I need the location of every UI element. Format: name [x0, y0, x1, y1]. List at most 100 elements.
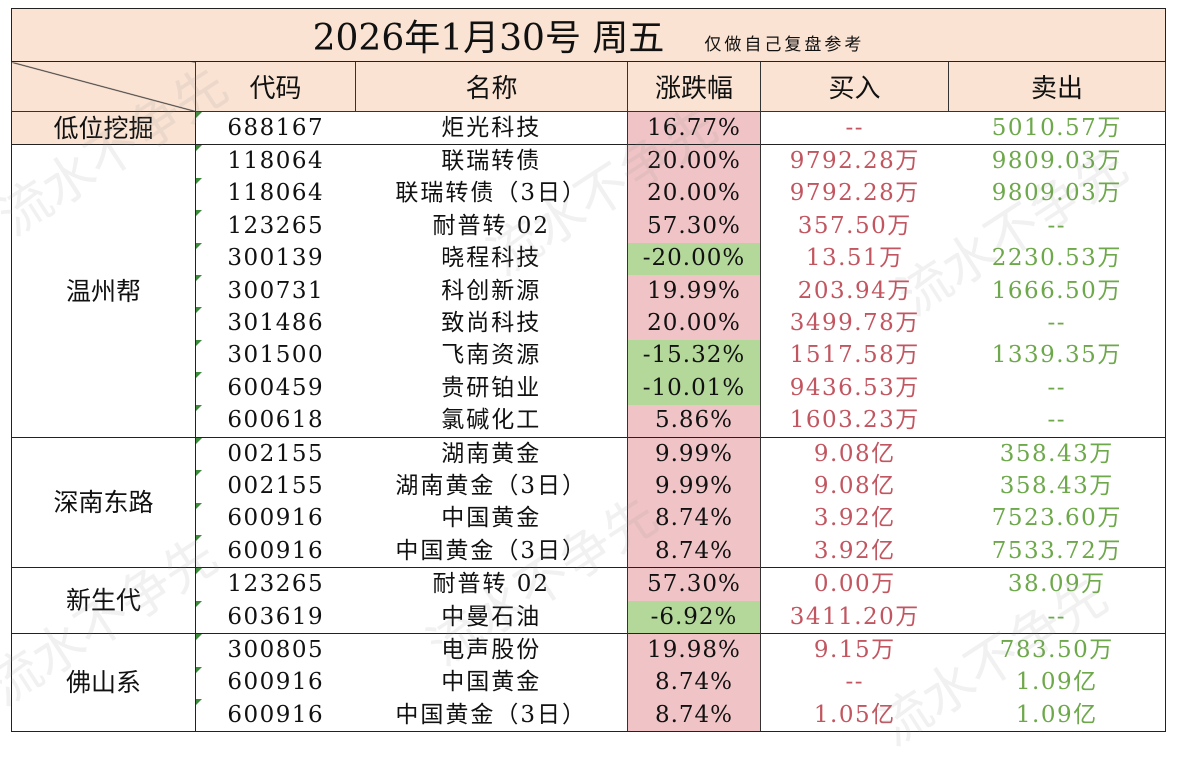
- table-row: 123265 耐普转 02 57.30% 357.50万 --: [12, 210, 1167, 243]
- stock-name: 中国黄金（3日）: [395, 537, 588, 564]
- change-percent: -20.00%: [627, 242, 761, 275]
- sell-amount: 1666.50万: [948, 274, 1167, 308]
- table-row: 温州帮 118064 联瑞转债 20.00% 9792.28万 9809.03万: [11, 144, 1167, 438]
- change-percent: 5.86%: [627, 404, 761, 438]
- sell-amount: 1339.35万: [948, 339, 1167, 373]
- change-percent: -6.92%: [627, 600, 761, 634]
- buy-amount: 9792.28万: [760, 144, 949, 178]
- stock-name: 飞南资源: [441, 342, 542, 369]
- stock-code: 118064: [195, 144, 356, 178]
- stock-code: 118064: [195, 177, 356, 211]
- buy-amount: 9792.28万: [789, 180, 920, 207]
- change-percent: 8.74%: [627, 502, 761, 536]
- buy-amount: --: [760, 110, 949, 145]
- buy-amount: --: [845, 669, 865, 696]
- stock-code: 600916: [195, 502, 356, 536]
- sell-amount: 358.43万: [948, 470, 1167, 503]
- sell-amount: 1.09亿: [948, 699, 1167, 733]
- change-percent: 20.00%: [627, 144, 761, 178]
- buy-amount: 203.94万: [797, 277, 912, 304]
- change-percent: 20.00%: [627, 177, 761, 211]
- stock-code: 300731: [195, 274, 356, 308]
- change-percent: 8.74%: [627, 666, 761, 700]
- stock-code: 301486: [195, 307, 356, 340]
- buy-amount: 13.51万: [805, 245, 904, 272]
- stock-name: 氯碱化工: [441, 407, 542, 434]
- change-percent: 57.30%: [627, 567, 761, 601]
- stock-name: 耐普转 02: [355, 567, 628, 601]
- table-row: 600916 中国黄金 8.74% 3.92亿 7523.60万: [12, 502, 1167, 536]
- stock-name: 联瑞转债: [355, 144, 628, 178]
- table-row: 301486 致尚科技 20.00% 3499.78万 --: [12, 307, 1167, 340]
- table-row: 600459 贵研铂业 -10.01% 9436.53万 --: [12, 372, 1167, 405]
- sell-amount: 38.09万: [948, 567, 1167, 601]
- table-row: 603619 中曼石油 -6.92% 3411.20万 --: [12, 600, 1167, 634]
- group-name: 深南东路: [11, 436, 196, 569]
- group-name: 温州帮: [11, 144, 196, 438]
- table-row: 佛山系 300805 电声股份 19.98% 9.15万 783.50万: [11, 633, 1167, 733]
- sell-amount: 1.09亿: [948, 666, 1167, 700]
- title-row: 2026年1月30号 周五 仅做自己复盘参考: [10, 8, 1167, 62]
- buy-amount: 9.08亿: [760, 436, 949, 471]
- stock-code: 688167: [195, 110, 356, 145]
- stock-code: 600459: [195, 372, 356, 405]
- stock-name: 电声股份: [355, 633, 628, 667]
- header-change: 涨跌幅: [627, 61, 761, 112]
- table-row: 600618 氯碱化工 5.86% 1603.23万 --: [12, 404, 1167, 438]
- sell-amount: 9809.03万: [948, 144, 1167, 178]
- buy-amount: 1.05亿: [760, 699, 949, 733]
- stock-name: 晓程科技: [441, 245, 542, 272]
- stock-name: 湖南黄金: [355, 436, 628, 471]
- stock-code: 603619: [195, 600, 356, 634]
- table-row: 深南东路 002155 湖南黄金 9.99% 9.08亿 358.43万: [11, 436, 1167, 569]
- stock-name: 中国黄金（3日）: [355, 699, 628, 733]
- stock-name: 炬光科技: [355, 110, 628, 145]
- buy-amount: 0.00万: [760, 567, 949, 601]
- change-percent: 8.74%: [627, 699, 761, 733]
- stock-name: 致尚科技: [441, 310, 542, 337]
- stock-code: 600916: [195, 699, 356, 733]
- buy-amount: 3499.78万: [789, 310, 920, 337]
- stock-code: 300805: [195, 633, 356, 667]
- group-name: 佛山系: [11, 633, 196, 733]
- title-note: 仅做自己复盘参考: [704, 35, 865, 55]
- header-name: 名称: [355, 61, 628, 112]
- sell-amount: --: [948, 210, 1167, 243]
- sell-amount: 358.43万: [948, 436, 1167, 471]
- sell-amount: 783.50万: [948, 633, 1167, 667]
- table-row: 600916 中国黄金（3日） 8.74% 1.05亿 1.09亿: [12, 699, 1167, 733]
- header-row: 代码 名称 涨跌幅 买入 卖出: [11, 61, 1167, 112]
- stock-name: 中国黄金: [441, 505, 542, 532]
- corner-diagonal-cell: [11, 61, 196, 112]
- stock-name: 耐普转 02: [432, 212, 551, 239]
- stock-code: 600916: [195, 535, 356, 568]
- header-sell: 卖出: [947, 61, 1167, 112]
- stock-code: 123265: [195, 567, 356, 601]
- buy-amount: 9.08亿: [813, 472, 896, 499]
- sell-amount: --: [948, 404, 1167, 438]
- table-row: 118064 联瑞转债（3日） 20.00% 9792.28万 9809.03万: [12, 177, 1167, 211]
- table-row: 301500 飞南资源 -15.32% 1517.58万 1339.35万: [12, 339, 1167, 373]
- change-percent: -10.01%: [627, 372, 761, 405]
- buy-amount: 9.15万: [760, 633, 949, 667]
- sell-amount: 2230.53万: [948, 242, 1167, 275]
- table-row: 600916 中国黄金 8.74% -- 1.09亿: [12, 666, 1167, 700]
- stock-name: 联瑞转债（3日）: [395, 180, 588, 207]
- trading-table: 2026年1月30号 周五 仅做自己复盘参考 代码 名称 涨跌幅 买入 卖出 低位…: [10, 8, 1167, 733]
- change-percent: 16.77%: [627, 110, 761, 145]
- buy-amount: 3411.20万: [789, 603, 920, 630]
- header-buy: 买入: [760, 61, 949, 112]
- change-percent: 57.30%: [627, 210, 761, 243]
- sell-amount: 7533.72万: [948, 535, 1167, 568]
- change-percent: 19.98%: [627, 633, 761, 667]
- stock-code: 600916: [195, 666, 356, 700]
- buy-amount: 3.92亿: [813, 537, 896, 564]
- seat-trading-sheet: 2026年1月30号 周五 仅做自己复盘参考 代码 名称 涨跌幅 买入 卖出 低位…: [0, 8, 1167, 758]
- stock-name: 贵研铂业: [441, 374, 542, 401]
- sell-amount: 7523.60万: [948, 502, 1167, 536]
- stock-name: 中曼石油: [441, 603, 542, 630]
- table-row: 600916 中国黄金（3日） 8.74% 3.92亿 7533.72万: [12, 535, 1167, 568]
- change-percent: 19.99%: [627, 274, 761, 308]
- buy-amount: 357.50万: [797, 212, 912, 239]
- stock-name: 科创新源: [441, 277, 542, 304]
